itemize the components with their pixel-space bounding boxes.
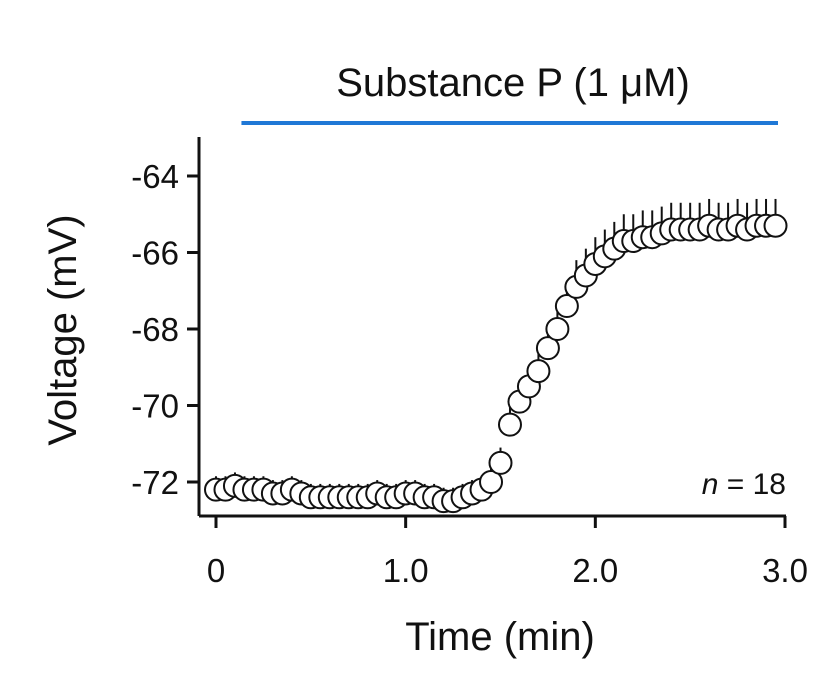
n-symbol: n	[702, 468, 719, 501]
y-tick-label: -64	[131, 158, 179, 195]
data-point	[526, 359, 551, 384]
x-tick-label: 2.0	[572, 552, 618, 589]
x-tick-label: 0	[207, 552, 225, 589]
data-point	[497, 412, 522, 437]
x-tick-label: 1.0	[383, 552, 429, 589]
y-axis: -64 -66 -68 -70 -72	[131, 137, 201, 516]
x-axis: 0 1.0 2.0 3.0	[199, 514, 808, 589]
data-point	[763, 213, 788, 238]
x-tick-label: 3.0	[762, 552, 808, 589]
y-axis-title: Voltage (mV)	[41, 214, 85, 445]
data-point	[545, 317, 570, 341]
data-point	[554, 294, 579, 319]
y-tick-label: -70	[131, 388, 179, 425]
n-value: = 18	[718, 468, 786, 501]
drug-label: Substance P (1 μM)	[336, 61, 690, 105]
y-tick-label: -66	[131, 235, 179, 272]
y-tick-label: -68	[131, 311, 179, 348]
x-axis-title: Time (min)	[405, 615, 595, 659]
data-point	[479, 470, 504, 494]
data-point	[535, 336, 560, 361]
sample-size-annotation: n = 18	[702, 468, 786, 501]
data-point	[488, 450, 513, 475]
data-points	[204, 213, 788, 514]
y-tick-label: -72	[131, 464, 179, 501]
